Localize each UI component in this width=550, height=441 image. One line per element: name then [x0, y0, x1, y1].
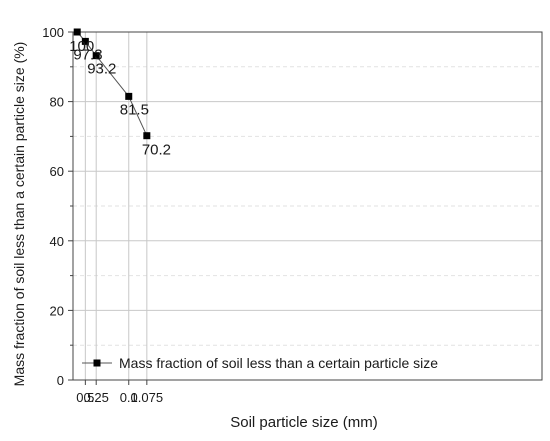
grid	[73, 32, 542, 380]
y-tick-label: 0	[57, 373, 64, 388]
y-tick-label: 100	[42, 25, 64, 40]
data-label: 70.2	[142, 142, 171, 159]
y-axis-label: Mass fraction of soil less than a certai…	[11, 42, 27, 387]
y-tick-label: 20	[50, 303, 64, 318]
y-tick-label: 40	[50, 234, 64, 249]
data-point-marker	[92, 52, 100, 60]
x-tick-label: 0.075	[131, 390, 164, 405]
data-label: 81.5	[120, 101, 149, 118]
y-tick-label: 60	[50, 164, 64, 179]
data-label: 93.2	[87, 61, 116, 78]
data-point-marker	[81, 37, 89, 45]
data-point-marker	[125, 92, 133, 100]
data-label: 97.3	[73, 46, 102, 63]
series-layer	[73, 28, 151, 140]
legend: Mass fraction of soil less than a certai…	[82, 355, 438, 371]
x-axis-label: Soil particle size (mm)	[230, 414, 378, 431]
data-label: 100	[69, 38, 94, 55]
x-tick-label: 0.5	[76, 390, 94, 405]
x-tick-label: 0.1	[120, 390, 138, 405]
data-point-marker	[143, 132, 151, 140]
axis-ticks: 0 20 40 60 80 100 0.50.25 0.10.075	[42, 25, 163, 405]
legend-marker	[93, 359, 101, 367]
y-tick-label: 80	[50, 95, 64, 110]
legend-label: Mass fraction of soil less than a certai…	[119, 355, 438, 371]
x-tick-label: 0.25	[84, 390, 109, 405]
data-point-marker	[73, 28, 81, 36]
